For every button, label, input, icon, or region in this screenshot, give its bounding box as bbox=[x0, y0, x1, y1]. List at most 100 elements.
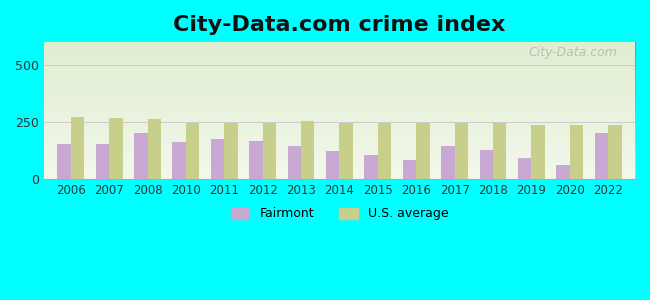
Bar bbox=[44, 79, 635, 81]
Bar bbox=[44, 112, 635, 113]
Bar bbox=[378, 123, 391, 179]
Bar bbox=[44, 171, 635, 172]
Bar bbox=[403, 160, 416, 179]
Bar bbox=[57, 144, 71, 179]
Bar bbox=[44, 129, 635, 130]
Bar bbox=[44, 70, 635, 71]
Bar bbox=[44, 53, 635, 55]
Bar bbox=[44, 110, 635, 111]
Bar bbox=[493, 123, 506, 179]
Bar bbox=[44, 52, 635, 53]
Bar bbox=[44, 56, 635, 57]
Bar bbox=[44, 101, 635, 103]
Bar bbox=[44, 136, 635, 137]
Bar bbox=[44, 130, 635, 131]
Bar bbox=[44, 50, 635, 52]
Bar bbox=[44, 127, 635, 129]
Bar bbox=[44, 42, 635, 44]
Bar bbox=[44, 108, 635, 110]
Bar bbox=[454, 123, 468, 179]
Bar bbox=[44, 61, 635, 63]
Bar bbox=[44, 89, 635, 90]
Bar bbox=[96, 144, 109, 179]
Bar bbox=[44, 169, 635, 170]
Bar bbox=[44, 63, 635, 64]
Bar bbox=[44, 74, 635, 75]
Bar bbox=[44, 111, 635, 112]
Bar bbox=[44, 172, 635, 174]
Bar bbox=[608, 125, 621, 179]
Bar bbox=[44, 133, 635, 134]
Bar bbox=[44, 60, 635, 61]
Bar bbox=[44, 67, 635, 68]
Bar bbox=[44, 174, 635, 175]
Bar bbox=[44, 142, 635, 144]
Bar bbox=[44, 78, 635, 79]
Legend: Fairmont, U.S. average: Fairmont, U.S. average bbox=[226, 202, 453, 225]
Bar bbox=[44, 93, 635, 94]
Bar bbox=[44, 146, 635, 148]
Bar bbox=[44, 158, 635, 159]
Bar bbox=[44, 94, 635, 96]
Bar bbox=[44, 71, 635, 72]
Bar bbox=[44, 153, 635, 155]
Bar bbox=[44, 140, 635, 141]
Bar bbox=[44, 124, 635, 126]
Bar bbox=[44, 85, 635, 86]
Bar bbox=[44, 86, 635, 87]
Bar bbox=[44, 46, 635, 48]
Bar bbox=[44, 134, 635, 136]
Bar bbox=[44, 100, 635, 101]
Bar bbox=[44, 119, 635, 120]
Bar bbox=[44, 131, 635, 133]
Bar bbox=[44, 118, 635, 119]
Bar bbox=[44, 92, 635, 93]
Bar bbox=[44, 65, 635, 67]
Bar bbox=[44, 72, 635, 74]
Bar bbox=[44, 175, 635, 177]
Bar bbox=[44, 178, 635, 179]
Bar bbox=[172, 142, 186, 179]
Bar bbox=[44, 55, 635, 56]
Bar bbox=[44, 177, 635, 178]
Bar bbox=[44, 123, 635, 124]
Bar bbox=[44, 120, 635, 122]
Bar bbox=[44, 44, 635, 45]
Title: City-Data.com crime index: City-Data.com crime index bbox=[174, 15, 506, 35]
Bar bbox=[148, 119, 161, 179]
Bar bbox=[44, 104, 635, 105]
Bar bbox=[44, 148, 635, 149]
Bar bbox=[301, 121, 315, 179]
Bar bbox=[44, 141, 635, 142]
Bar bbox=[44, 87, 635, 89]
Bar bbox=[44, 145, 635, 146]
Bar bbox=[339, 123, 353, 179]
Bar bbox=[44, 81, 635, 82]
Bar bbox=[326, 151, 339, 179]
Bar bbox=[44, 76, 635, 78]
Bar bbox=[44, 75, 635, 76]
Bar bbox=[44, 97, 635, 98]
Bar bbox=[44, 151, 635, 152]
Bar bbox=[287, 146, 301, 179]
Bar bbox=[480, 150, 493, 179]
Bar bbox=[44, 163, 635, 164]
Bar bbox=[109, 118, 123, 179]
Bar bbox=[44, 138, 635, 140]
Bar bbox=[44, 83, 635, 85]
Bar bbox=[44, 122, 635, 123]
Bar bbox=[44, 144, 635, 145]
Bar bbox=[44, 166, 635, 167]
Text: City-Data.com: City-Data.com bbox=[528, 46, 618, 59]
Bar bbox=[44, 159, 635, 160]
Bar bbox=[44, 82, 635, 83]
Bar bbox=[44, 167, 635, 169]
Bar bbox=[44, 90, 635, 92]
Bar bbox=[44, 149, 635, 151]
Bar bbox=[556, 165, 570, 179]
Bar bbox=[44, 156, 635, 158]
Bar bbox=[518, 158, 531, 179]
Bar bbox=[416, 123, 430, 179]
Bar bbox=[44, 115, 635, 116]
Bar bbox=[44, 164, 635, 166]
